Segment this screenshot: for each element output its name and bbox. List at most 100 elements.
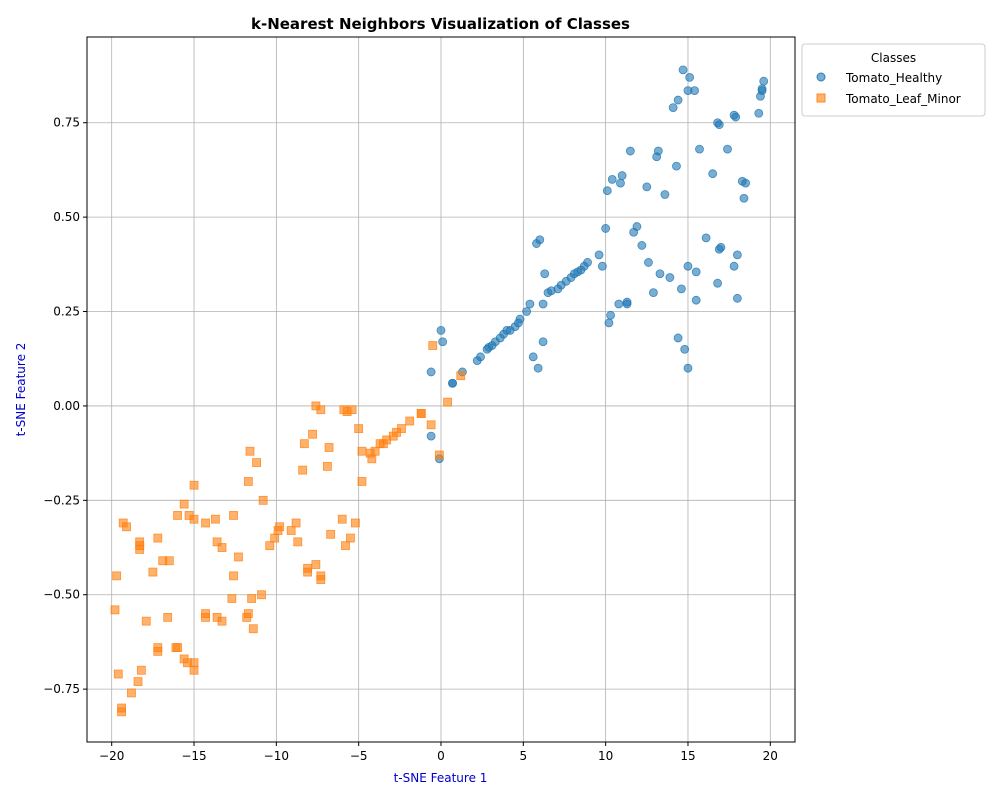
y-tick-label: 0.50 xyxy=(53,210,80,224)
point-tomato-leaf-minor xyxy=(375,439,385,449)
point-tomato-leaf-minor xyxy=(179,654,189,664)
point-tomato-leaf-minor xyxy=(201,612,210,622)
point-tomato-leaf-minor xyxy=(211,514,220,524)
point-tomato-leaf-minor xyxy=(265,541,275,551)
legend-label-tomato-healthy: Tomato_Healthy xyxy=(845,71,942,85)
point-tomato-leaf-minor xyxy=(163,612,173,622)
legend-marker-tomato-leaf-minor xyxy=(816,93,826,103)
point-tomato-leaf-minor xyxy=(212,537,222,547)
point-tomato-leaf-minor xyxy=(227,594,237,603)
point-tomato-healthy xyxy=(617,171,627,180)
point-tomato-leaf-minor xyxy=(426,420,436,430)
point-tomato-leaf-minor xyxy=(416,409,426,418)
point-tomato-healthy xyxy=(438,337,448,347)
y-tick-label: −0.75 xyxy=(43,682,80,696)
point-tomato-healthy xyxy=(741,178,751,188)
y-axis-label: t-SNE Feature 2 xyxy=(14,343,28,437)
point-tomato-healthy xyxy=(426,367,436,377)
point-tomato-leaf-minor xyxy=(322,461,332,471)
point-tomato-leaf-minor xyxy=(242,612,252,622)
point-tomato-leaf-minor xyxy=(136,665,146,675)
point-tomato-healthy xyxy=(607,174,617,184)
point-tomato-healthy xyxy=(713,278,723,288)
point-tomato-leaf-minor xyxy=(201,518,210,528)
point-tomato-leaf-minor xyxy=(428,341,438,350)
point-tomato-healthy xyxy=(757,86,767,96)
point-tomato-leaf-minor xyxy=(127,688,136,698)
data-points xyxy=(110,65,769,717)
point-tomato-healthy xyxy=(665,273,675,282)
point-tomato-healthy xyxy=(649,288,658,298)
point-tomato-leaf-minor xyxy=(311,560,321,569)
point-tomato-healthy xyxy=(642,182,652,192)
point-tomato-healthy xyxy=(691,295,701,305)
point-tomato-leaf-minor xyxy=(365,448,375,458)
point-tomato-leaf-minor xyxy=(357,446,367,456)
point-tomato-leaf-minor xyxy=(456,371,466,381)
y-tick-label: 0.00 xyxy=(53,399,80,413)
point-tomato-leaf-minor xyxy=(171,643,181,652)
point-tomato-healthy xyxy=(723,144,732,154)
x-tick-label: 5 xyxy=(520,749,528,763)
legend-box xyxy=(801,43,986,117)
x-tick-label: 0 xyxy=(437,749,445,763)
point-tomato-healthy xyxy=(637,241,647,250)
point-tomato-leaf-minor xyxy=(286,526,296,535)
point-tomato-healthy xyxy=(732,293,742,303)
point-tomato-leaf-minor xyxy=(189,658,199,668)
legend-marker-tomato-healthy xyxy=(816,72,826,82)
point-tomato-healthy xyxy=(594,250,604,260)
legend-title: Classes xyxy=(871,51,916,65)
point-tomato-leaf-minor xyxy=(324,443,334,452)
point-tomato-healthy xyxy=(622,297,632,307)
point-tomato-healthy xyxy=(680,344,690,354)
point-tomato-healthy xyxy=(602,186,612,196)
point-tomato-healthy xyxy=(436,326,446,335)
point-tomato-leaf-minor xyxy=(135,545,145,554)
point-tomato-leaf-minor xyxy=(291,518,301,528)
x-tick-label: −10 xyxy=(264,749,289,763)
point-tomato-healthy xyxy=(739,193,749,203)
point-tomato-healthy xyxy=(538,299,548,309)
point-tomato-leaf-minor xyxy=(346,533,355,543)
y-tick-label: −0.50 xyxy=(43,588,80,602)
grid-lines xyxy=(87,37,795,742)
point-tomato-healthy xyxy=(701,233,711,243)
point-tomato-leaf-minor xyxy=(357,477,367,486)
point-tomato-leaf-minor xyxy=(339,405,349,415)
x-tick-label: −20 xyxy=(99,749,124,763)
point-tomato-healthy xyxy=(515,314,525,324)
point-tomato-healthy xyxy=(533,363,543,373)
point-tomato-leaf-minor xyxy=(243,477,253,486)
point-tomato-leaf-minor xyxy=(153,533,163,543)
point-tomato-healthy xyxy=(525,299,535,309)
point-tomato-leaf-minor xyxy=(217,543,227,552)
point-tomato-leaf-minor xyxy=(258,495,268,505)
point-tomato-healthy xyxy=(708,169,718,179)
x-tick-label: 10 xyxy=(598,749,613,763)
x-tick-label: −15 xyxy=(181,749,206,763)
y-tick-label: 0.25 xyxy=(53,305,80,319)
point-tomato-leaf-minor xyxy=(443,397,452,407)
point-tomato-leaf-minor xyxy=(337,514,347,524)
point-tomato-healthy xyxy=(535,235,545,245)
point-tomato-leaf-minor xyxy=(270,533,280,543)
point-tomato-leaf-minor xyxy=(257,590,266,600)
point-tomato-leaf-minor xyxy=(229,511,238,520)
point-tomato-leaf-minor xyxy=(158,556,168,566)
point-tomato-healthy xyxy=(625,146,635,156)
point-tomato-healthy xyxy=(690,86,699,96)
point-tomato-healthy xyxy=(528,352,538,362)
point-tomato-healthy xyxy=(597,261,607,271)
point-tomato-leaf-minor xyxy=(299,439,309,449)
point-tomato-healthy xyxy=(754,108,764,118)
point-tomato-healthy xyxy=(522,307,532,316)
point-tomato-leaf-minor xyxy=(184,511,194,520)
point-tomato-healthy xyxy=(695,144,704,154)
point-tomato-leaf-minor xyxy=(273,526,283,535)
y-tick-label: 0.75 xyxy=(53,116,80,130)
point-tomato-healthy xyxy=(729,261,739,271)
y-tick-label: −0.25 xyxy=(43,493,80,507)
point-tomato-leaf-minor xyxy=(229,571,238,581)
